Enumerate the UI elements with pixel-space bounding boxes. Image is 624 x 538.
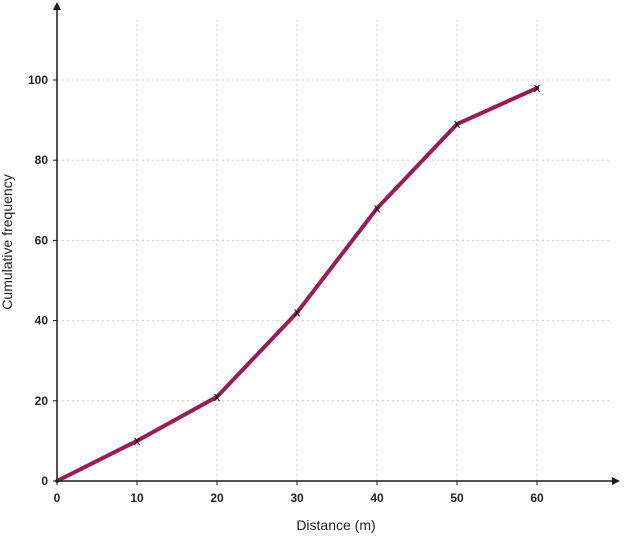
data-point-marker: x	[133, 434, 140, 448]
y-tick-label: 20	[35, 394, 49, 408]
x-axis-title: Distance (m)	[296, 517, 375, 533]
x-tick-label: 0	[54, 491, 61, 505]
y-tick-label: 40	[35, 314, 49, 328]
x-axis-arrow	[612, 477, 620, 485]
y-axis-arrow	[53, 2, 61, 10]
y-tick-label: 0	[41, 474, 48, 488]
series-layer: x x x x x x	[55, 81, 541, 483]
data-point-marker: x	[373, 201, 380, 215]
data-point-marker: x	[293, 306, 300, 320]
x-tick-label: 40	[370, 491, 384, 505]
y-tick-label: 60	[35, 233, 49, 247]
axes	[53, 2, 620, 485]
y-axis-title: Cumulative frequency	[0, 174, 15, 309]
y-tick-label: 80	[35, 153, 49, 167]
data-point-marker: x	[533, 81, 540, 95]
x-tick-label: 60	[530, 491, 544, 505]
data-point-marker: x	[453, 117, 460, 131]
x-tick-label: 10	[130, 491, 144, 505]
x-tick-label: 30	[290, 491, 304, 505]
x-tick-label: 50	[450, 491, 464, 505]
y-tick-label: 100	[28, 73, 48, 87]
x-tick-label: 20	[210, 491, 224, 505]
tick-labels: 0 10 20 30 40 50 60 0 20 40 60 80 100	[28, 73, 544, 505]
series-line	[55, 86, 539, 483]
data-point-marker: x	[213, 390, 220, 404]
grid	[57, 20, 612, 481]
